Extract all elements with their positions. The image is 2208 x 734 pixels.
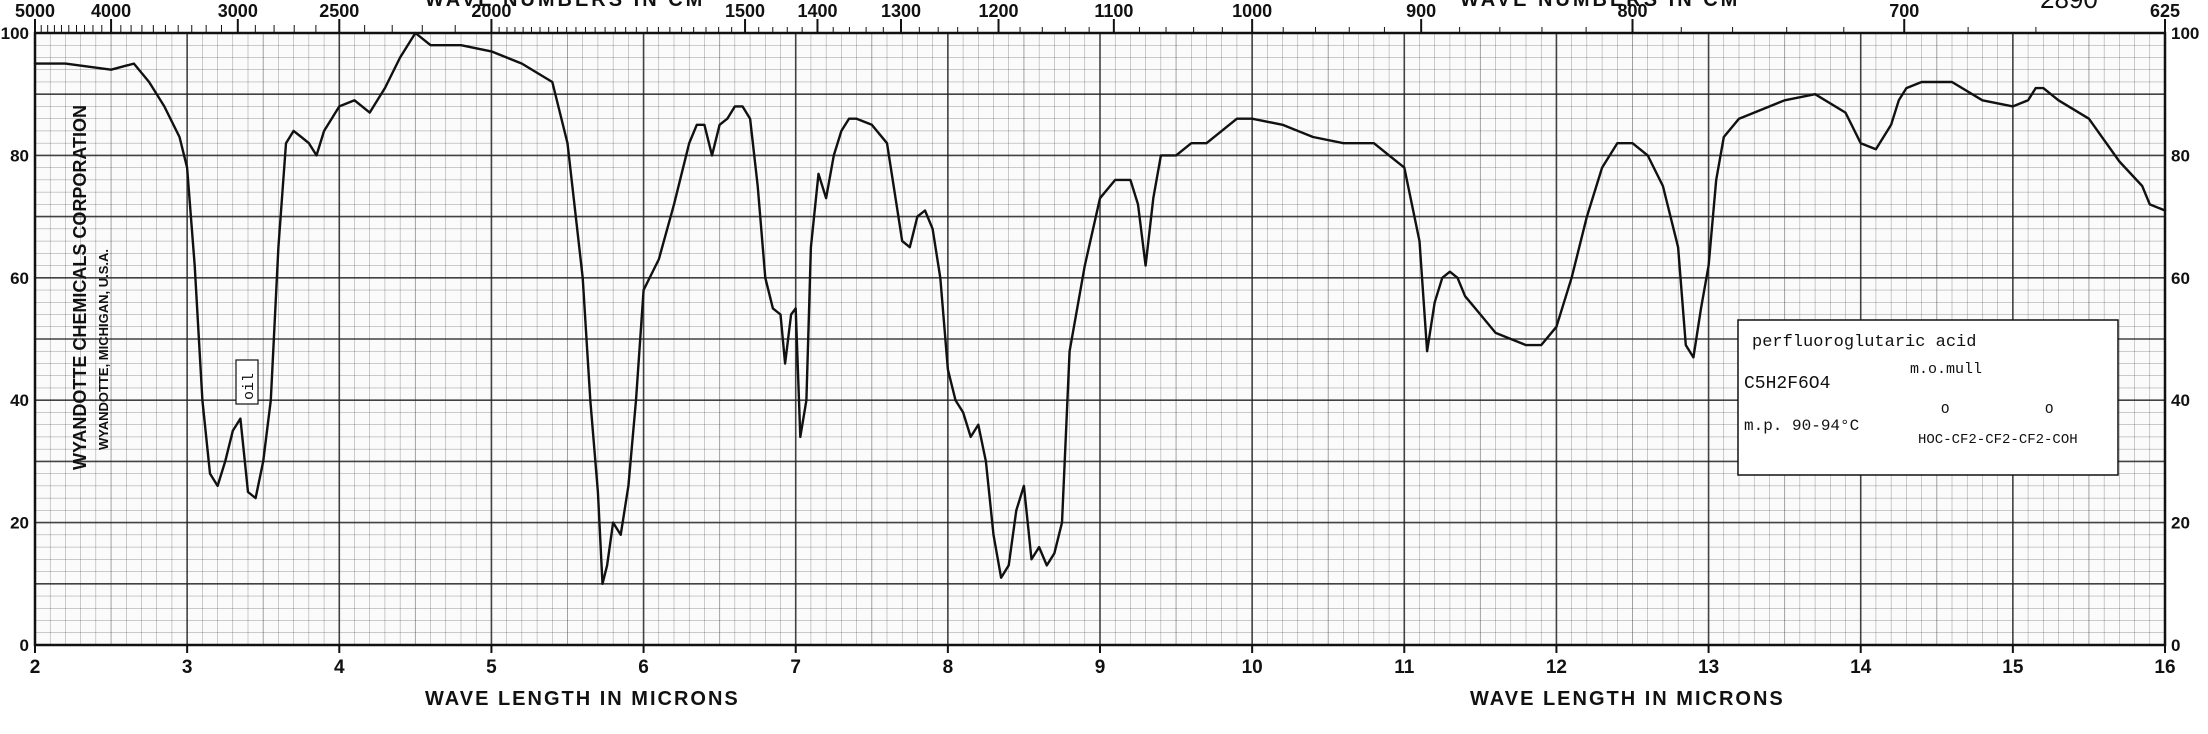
melting-point: m.p. 90-94°C [1744,417,1859,435]
y-tick-label-right: 60 [2171,269,2190,288]
bottom-xlabel-right: WAVE LENGTH IN MICRONS [1470,688,1785,710]
molecular-formula: C5H2F6O4 [1744,374,1830,394]
carbonyl-o-right: O [2045,402,2053,418]
x-tick-label: 12 [1546,657,1567,678]
y-tick-label-right: 40 [2171,391,2190,410]
brand-name: WYANDOTTE CHEMICALS CORPORATION [70,105,90,470]
wavenumber-tick-label: 2500 [319,1,359,21]
carbonyl-o-left: O [1941,402,1949,418]
wavenumber-tick-label: 1100 [1094,1,1133,21]
wavenumber-tick-label: 1000 [1232,1,1272,21]
x-tick-label: 6 [638,657,649,678]
wavenumber-tick-label: 625 [2150,1,2180,21]
annotation-box [1737,319,2119,476]
sample-annotation: perfluoroglutaric acid m.o.mull C5H2F6O4… [1737,319,2119,476]
y-tick-label-left: 20 [10,514,29,533]
x-tick-label: 10 [1242,657,1263,678]
wavenumber-tick-label: 900 [1406,1,1436,21]
y-tick-label-left: 40 [10,391,29,410]
bottom-xlabel-left: WAVE LENGTH IN MICRONS [425,688,740,710]
wavenumber-tick-label: 1300 [881,1,921,21]
x-tick-label: 16 [2154,657,2175,678]
x-tick-label: 8 [943,657,954,678]
y-tick-label-left: 100 [1,24,29,43]
x-tick-label: 3 [182,657,193,678]
wavenumber-tick-label: 1500 [725,1,765,21]
top-wavenumber-label-right: WAVE NUMBERS IN CM [1460,0,1740,11]
y-tick-label-left: 0 [20,636,29,655]
y-tick-label-left: 80 [10,146,29,165]
sampling-method: m.o.mull [1910,361,1982,378]
wavenumber-tick-label: 1200 [978,1,1018,21]
oil-note-box [235,359,259,405]
spectrum-layer [33,31,2167,585]
spectrum-line [33,31,2167,585]
oil-note: oil [241,373,258,400]
y-tick-label-right: 20 [2171,514,2190,533]
structural-formula: HOC-CF2-CF2-CF2-COH [1918,432,2078,448]
x-tick-label: 11 [1394,657,1415,678]
x-tick-label: 4 [334,657,345,678]
wavenumber-tick-label: 2000 [471,1,511,21]
x-tick-label: 14 [1850,657,1872,678]
wavenumber-tick-label: 700 [1889,1,1919,21]
y-tick-label-left: 60 [10,269,29,288]
x-tick-label: 7 [790,657,801,678]
x-tick-label: 15 [2002,657,2024,678]
brand-stamp: WYANDOTTE CHEMICALS CORPORATION WYANDOTT… [70,105,111,470]
brand-location: WYANDOTTE, MICHIGAN, U.S.A. [96,249,111,450]
x-tick-label: 2 [30,657,41,678]
wavenumber-tick-label: 1400 [797,1,837,21]
y-tick-label-right: 100 [2171,24,2199,43]
top-right-mark: 2890 [2040,0,2098,14]
wavenumber-tick-label: 800 [1617,1,1647,21]
y-tick-label-right: 80 [2171,146,2190,165]
axes: 2 3 4 5 6 7 8 9 10 11 12 13 14 15 16 0 0 20 20 40 40 60 60 80 80… [1,1,2200,678]
x-tick-label: 9 [1095,657,1106,678]
wavenumber-tick-label: 4000 [91,1,131,21]
top-wavenumber-label-left: WAVE NUMBERS IN CM [425,0,705,11]
compound-name: perfluoroglutaric acid [1752,333,1976,352]
x-tick-label: 5 [486,657,497,678]
x-tick-label: 13 [1698,657,1719,678]
wavenumber-tick-label: 3000 [218,1,258,21]
y-tick-label-right: 0 [2171,636,2180,655]
wavenumber-tick-label: 5000 [15,1,55,21]
